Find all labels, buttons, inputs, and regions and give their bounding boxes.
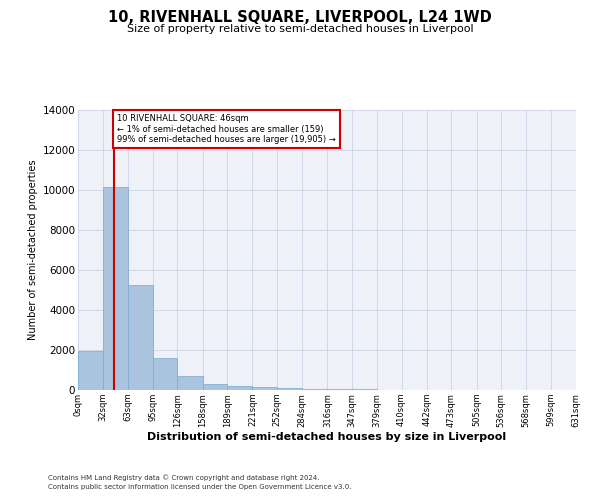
- Text: Distribution of semi-detached houses by size in Liverpool: Distribution of semi-detached houses by …: [148, 432, 506, 442]
- Bar: [352, 389, 377, 390]
- Text: 10 RIVENHALL SQUARE: 46sqm
← 1% of semi-detached houses are smaller (159)
99% of: 10 RIVENHALL SQUARE: 46sqm ← 1% of semi-…: [116, 114, 335, 144]
- Bar: [153, 358, 178, 390]
- Text: Size of property relative to semi-detached houses in Liverpool: Size of property relative to semi-detach…: [127, 24, 473, 34]
- Bar: [103, 187, 128, 390]
- Bar: [253, 388, 277, 390]
- Y-axis label: Number of semi-detached properties: Number of semi-detached properties: [28, 160, 38, 340]
- Text: Contains public sector information licensed under the Open Government Licence v3: Contains public sector information licen…: [48, 484, 352, 490]
- Bar: [178, 376, 203, 390]
- Bar: [277, 388, 302, 390]
- Bar: [302, 389, 328, 390]
- Bar: [78, 351, 103, 390]
- Text: 10, RIVENHALL SQUARE, LIVERPOOL, L24 1WD: 10, RIVENHALL SQUARE, LIVERPOOL, L24 1WD: [108, 10, 492, 25]
- Text: Contains HM Land Registry data © Crown copyright and database right 2024.: Contains HM Land Registry data © Crown c…: [48, 474, 320, 481]
- Bar: [203, 384, 227, 390]
- Bar: [128, 285, 153, 390]
- Bar: [227, 386, 253, 390]
